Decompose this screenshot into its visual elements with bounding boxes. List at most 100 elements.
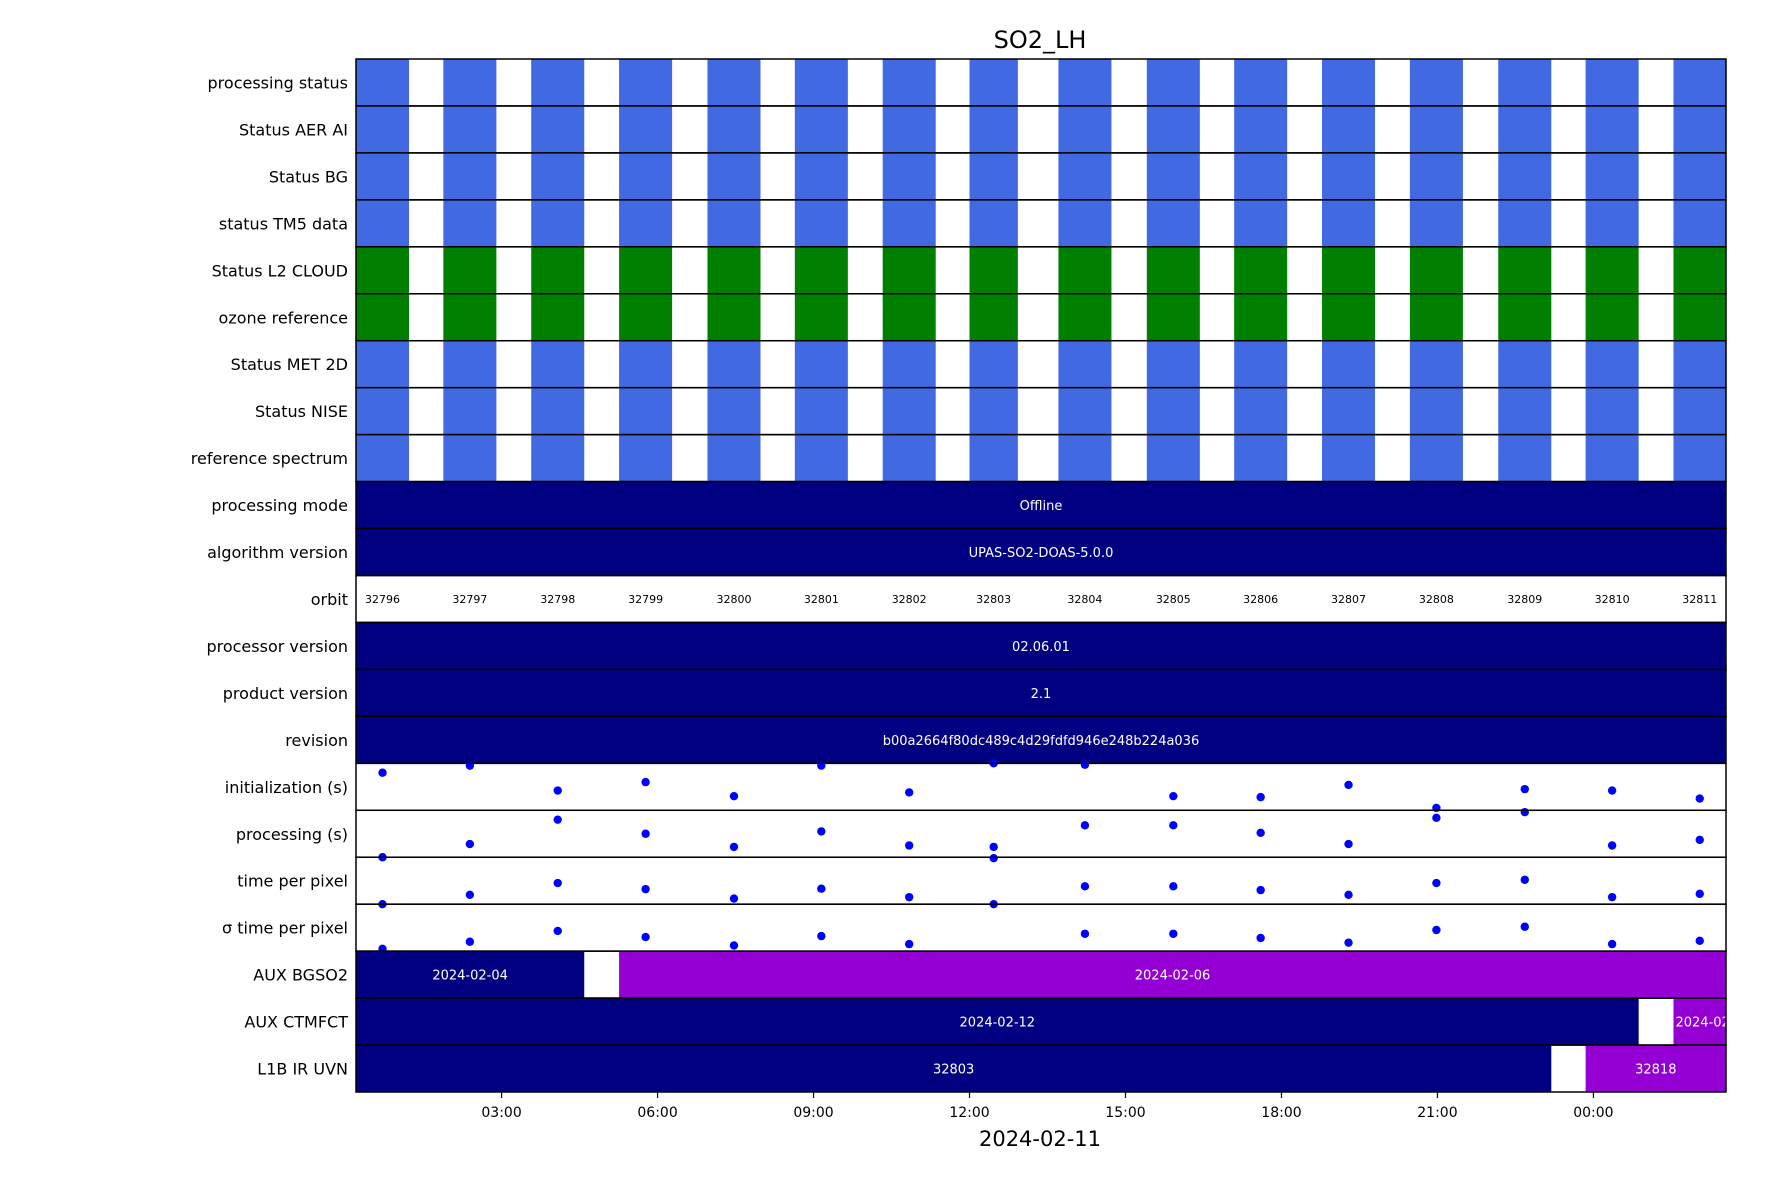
x-tick-label: 06:00 xyxy=(637,1105,677,1121)
status-bar xyxy=(1498,387,1552,435)
status-bar xyxy=(1409,105,1463,153)
orbit-number-label: 32804 xyxy=(1067,593,1102,606)
status-bar xyxy=(707,340,761,388)
status-bar xyxy=(1234,105,1288,153)
row-label: status TM5 data xyxy=(219,214,348,233)
status-bar xyxy=(443,59,497,106)
status-bar xyxy=(969,105,1018,153)
status-bar xyxy=(1673,434,1726,482)
scatter-point xyxy=(553,926,562,936)
status-bar xyxy=(619,387,673,435)
row-label: Status AER AI xyxy=(239,120,348,139)
status-bar xyxy=(1146,59,1200,106)
status-bar xyxy=(969,340,1018,388)
constant-bar-label: Offline xyxy=(1020,499,1063,514)
row-label: product version xyxy=(223,684,348,703)
orbit-number-label: 32800 xyxy=(716,593,751,606)
status-bar xyxy=(1585,246,1639,294)
status-bar xyxy=(1058,105,1112,153)
status-bar xyxy=(1234,434,1288,482)
status-bar xyxy=(1498,434,1552,482)
orbit-number-label: 32806 xyxy=(1243,593,1278,606)
status-bar xyxy=(707,387,761,435)
x-tick-label: 18:00 xyxy=(1261,1105,1301,1121)
scatter-point xyxy=(378,768,387,777)
scatter-point xyxy=(1607,939,1617,949)
status-bar xyxy=(1322,199,1376,247)
scatter-point xyxy=(1344,839,1353,849)
orbit-number-label: 32797 xyxy=(452,593,487,606)
scatter-point xyxy=(1520,875,1529,884)
status-bar xyxy=(1673,387,1726,435)
status-bar xyxy=(1146,387,1200,435)
status-bar xyxy=(882,387,936,435)
status-bar xyxy=(531,293,585,341)
orbit-number-label: 32810 xyxy=(1595,593,1630,606)
status-bar xyxy=(1322,387,1376,435)
orbit-number-label: 32811 xyxy=(1682,593,1717,606)
status-bar xyxy=(969,59,1018,106)
status-bar xyxy=(1409,387,1463,435)
status-bar xyxy=(707,434,761,482)
status-bar xyxy=(1673,152,1726,200)
scatter-point xyxy=(1344,780,1353,790)
status-bar xyxy=(531,340,585,388)
status-bar xyxy=(531,105,585,153)
right-margin-mask xyxy=(1727,59,1771,1092)
status-bar xyxy=(1498,59,1552,106)
status-bar xyxy=(356,434,410,482)
scatter-point xyxy=(553,815,562,824)
x-axis: 03:00 06:00 09:00 12:00 15:00 18:00 21:00 00:00 xyxy=(481,1092,1614,1121)
scatter-point xyxy=(641,932,650,942)
status-bar xyxy=(707,59,761,106)
status-bar xyxy=(356,199,410,247)
scatter-point xyxy=(465,839,475,849)
aux-segment xyxy=(1585,1045,1726,1092)
row-label: revision xyxy=(285,731,348,750)
row-label: L1B IR UVN xyxy=(257,1060,348,1079)
orbit-number-label: 32799 xyxy=(628,593,663,606)
scatter-point xyxy=(904,788,914,797)
status-bar xyxy=(1058,293,1112,341)
scatter-point xyxy=(1520,784,1529,794)
orbit-number-label: 32808 xyxy=(1419,593,1454,606)
aux-segment-label: 2024-02-12 xyxy=(960,1016,1036,1031)
scatter-point xyxy=(1432,878,1441,888)
status-bar xyxy=(1234,246,1288,294)
row-label: algorithm version xyxy=(207,543,348,562)
orbit-number-label: 32802 xyxy=(892,593,927,606)
status-bar xyxy=(1234,293,1288,341)
scatter-point xyxy=(729,842,739,852)
scatter-point xyxy=(1520,922,1529,931)
status-bar xyxy=(1409,293,1463,341)
scatter-point xyxy=(729,791,739,801)
row-label: time per pixel xyxy=(237,872,348,891)
scatter-point xyxy=(989,853,998,863)
status-bar xyxy=(443,340,497,388)
scatter-point xyxy=(817,884,826,893)
scatter-point xyxy=(1695,936,1704,946)
status-bar xyxy=(882,246,936,294)
scatter-point xyxy=(1080,929,1090,938)
status-bar xyxy=(707,293,761,341)
row-label: initialization (s) xyxy=(225,778,348,797)
status-bar xyxy=(619,199,673,247)
status-bar xyxy=(531,59,585,106)
status-bar xyxy=(1409,152,1463,200)
aux-segment xyxy=(619,951,1727,999)
status-bar xyxy=(1058,59,1112,106)
scatter-point xyxy=(1080,760,1090,769)
status-bar xyxy=(356,340,410,388)
status-bar xyxy=(1322,293,1376,341)
row-label: orbit xyxy=(311,590,348,609)
status-bar xyxy=(531,387,585,435)
scatter-point xyxy=(641,777,650,787)
scatter-point xyxy=(1432,925,1441,935)
orbit-number-label: 32807 xyxy=(1331,593,1366,606)
status-bar xyxy=(1673,105,1726,153)
status-bar xyxy=(794,105,848,153)
status-bar xyxy=(794,340,848,388)
status-bar xyxy=(356,152,410,200)
scatter-point xyxy=(553,786,562,795)
